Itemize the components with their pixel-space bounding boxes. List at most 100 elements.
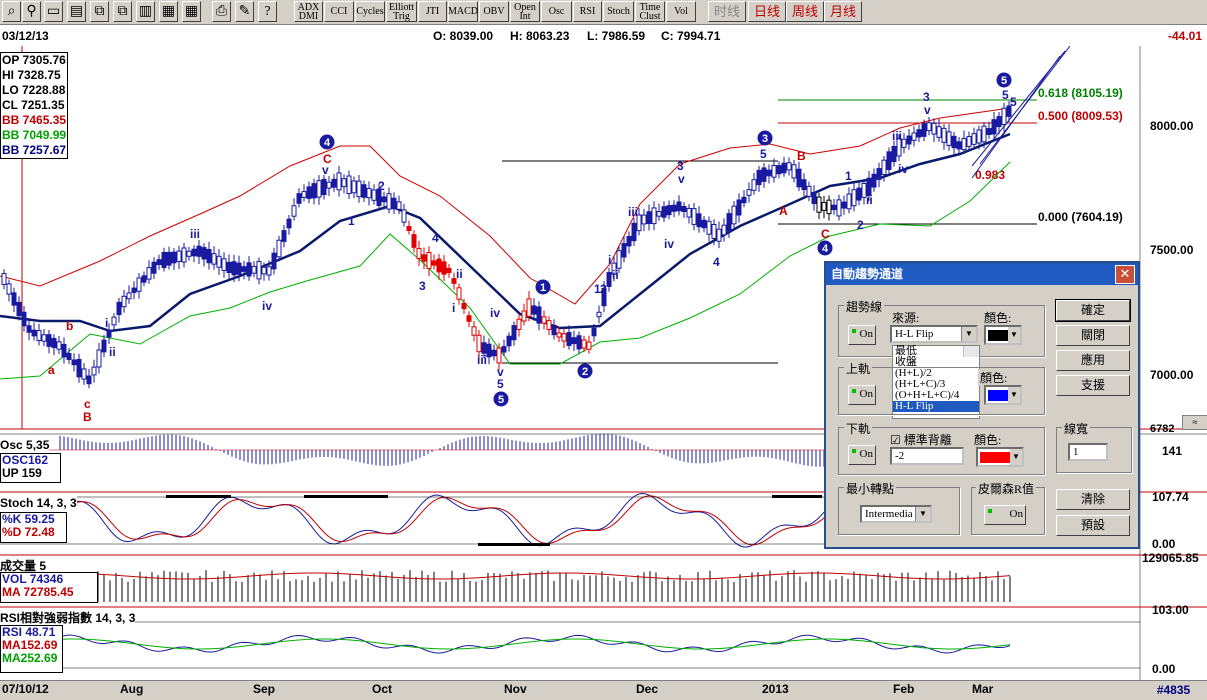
svg-text:iii: iii: [190, 227, 200, 241]
list-scrollbar[interactable]: [963, 346, 979, 357]
svg-text:v: v: [678, 172, 685, 186]
lower-group-label: 下軌: [844, 420, 873, 437]
indicator-button[interactable]: Open Int: [510, 1, 540, 22]
indicator-button[interactable]: Cycles: [355, 1, 385, 22]
indicator-button[interactable]: JTI: [418, 1, 447, 22]
clear-button[interactable]: 清除: [1056, 489, 1130, 510]
trend-color-picker[interactable]: ▼: [984, 325, 1022, 345]
axis-month: Mar: [972, 682, 994, 696]
list-item[interactable]: 收盤: [895, 356, 917, 368]
source-label: 來源:: [890, 309, 922, 326]
legend-open: OP 7305.76: [2, 53, 66, 67]
fib-000-label: 0.000 (7604.19): [1038, 210, 1123, 224]
new-chart-icon[interactable]: ▭: [44, 1, 63, 22]
ok-button[interactable]: 確定: [1055, 299, 1131, 322]
svg-text:3: 3: [677, 159, 684, 173]
list-item-selected[interactable]: H-L Flip: [893, 401, 979, 412]
close-button[interactable]: 關閉: [1056, 325, 1130, 346]
scale-icon[interactable]: ≈: [1182, 415, 1207, 430]
indicator-button[interactable]: Time Clust: [635, 1, 665, 22]
list-item[interactable]: (H+L+C)/3: [895, 378, 946, 390]
indicator-button[interactable]: OBV: [479, 1, 509, 22]
upper-on-toggle[interactable]: On: [848, 385, 876, 405]
apply-button[interactable]: 應用: [1056, 350, 1130, 371]
min-turn-label: 最小轉點: [844, 480, 897, 497]
std-dev-checkbox[interactable]: ☑ 標準背離: [890, 433, 952, 447]
min-turn-select[interactable]: Intermedia ▼: [860, 505, 932, 523]
list-item[interactable]: 最低: [895, 345, 917, 357]
pearson-on-toggle[interactable]: On: [984, 505, 1026, 525]
tile-icon[interactable]: ▥: [136, 1, 155, 22]
indicator-button[interactable]: Stoch: [603, 1, 634, 22]
trend-group-label: 趨勢線: [844, 298, 885, 315]
svg-text:2: 2: [600, 282, 607, 296]
settings-icon[interactable]: ✎: [235, 1, 254, 22]
list-item[interactable]: (O+H+L+C)/4: [895, 389, 960, 401]
stoch-title: Stoch 14, 3, 3: [0, 496, 77, 510]
window-copy-icon[interactable]: ⧉: [113, 1, 132, 22]
channel-line-3: [979, 45, 1071, 165]
svg-text:b: b: [66, 319, 73, 333]
wave-circle-3: [757, 130, 773, 146]
source-select[interactable]: H-L Flip ▼: [890, 325, 978, 343]
indicator-button[interactable]: RSI: [573, 1, 602, 22]
pearson-label: 皮爾森R值: [976, 480, 1037, 497]
svg-text:C: C: [323, 152, 332, 166]
upper-color-picker[interactable]: ▼: [984, 385, 1022, 405]
list-item[interactable]: (H+L)/2: [895, 367, 932, 379]
close-icon[interactable]: ✕: [1115, 265, 1135, 284]
svg-text:1: 1: [594, 282, 601, 296]
chart-area[interactable]: 8000.00 7500.00 7000.00 6782 0.618 (8105…: [0, 45, 1207, 680]
indicator-button[interactable]: ADX DMI: [294, 1, 323, 22]
search-icon[interactable]: ⚲: [22, 1, 41, 22]
std-dev-input[interactable]: -2: [890, 447, 964, 465]
channel-line-2: [971, 50, 1066, 167]
layout-icon[interactable]: ▦: [182, 1, 201, 22]
indicator-button[interactable]: Vol: [666, 1, 696, 22]
svg-text:5: 5: [498, 394, 504, 406]
grid-icon[interactable]: ▦: [159, 1, 178, 22]
chart-canvas[interactable]: 8000.00 7500.00 7000.00 6782 0.618 (8105…: [0, 45, 1207, 680]
default-button[interactable]: 預設: [1056, 515, 1130, 536]
svg-text:v: v: [497, 365, 504, 379]
period-week[interactable]: 周线: [786, 1, 824, 22]
indicator-button[interactable]: Elliott Trig: [386, 1, 417, 22]
bb-upper-band: [0, 107, 1011, 305]
indicator-button[interactable]: Osc: [541, 1, 572, 22]
source-dropdown-list[interactable]: 最低 收盤 (H+L)/2 (H+L+C)/3 (O+H+L+C)/4 H-L …: [892, 345, 980, 419]
print-icon[interactable]: ⎙: [212, 1, 231, 22]
rsi-legend: RSI 48.71 MA152.69 MA252.69: [0, 625, 63, 673]
legend-bb-upper: BB 7465.35: [2, 113, 67, 127]
period-hour[interactable]: 时线: [708, 1, 746, 22]
legend-bb-mid: BB 7257.67: [2, 143, 67, 157]
indicator-button[interactable]: CCI: [324, 1, 354, 22]
wave-circles: 4 3 5 1 2 5 4: [319, 72, 1012, 407]
period-month[interactable]: 月线: [824, 1, 862, 22]
indicator-button[interactable]: MACD: [448, 1, 478, 22]
axis-month: Nov: [504, 682, 527, 696]
svg-text:B: B: [797, 149, 806, 163]
period-day[interactable]: 日线: [748, 1, 786, 22]
svg-text:i: i: [452, 301, 455, 315]
svg-text:3: 3: [419, 279, 426, 293]
wave-circle-5-top: [996, 72, 1012, 88]
wave-circle-2: [577, 363, 593, 379]
window-icon[interactable]: ⧉: [90, 1, 109, 22]
low-value: L: 7986.59: [587, 29, 646, 43]
lower-on-toggle[interactable]: On: [848, 445, 876, 465]
help-icon[interactable]: ?: [258, 1, 277, 22]
support-button[interactable]: 支援: [1056, 375, 1130, 396]
lower-color-picker[interactable]: ▼: [976, 447, 1024, 467]
svg-text:B: B: [83, 410, 92, 424]
trend-on-toggle[interactable]: On: [848, 325, 876, 345]
upper-group-label: 上軌: [844, 360, 873, 377]
trend-color-label: 顏色:: [982, 309, 1014, 326]
line-width-input[interactable]: 1: [1068, 443, 1108, 461]
zoom-icon[interactable]: ⌕: [2, 1, 21, 22]
osc-up-value: UP 159: [2, 466, 42, 480]
svg-text:4: 4: [432, 231, 439, 245]
wave-circle-4: [319, 134, 335, 150]
document-icon[interactable]: ▤: [67, 1, 86, 22]
legend-low: LO 7228.88: [2, 83, 66, 97]
svg-text:3: 3: [923, 90, 930, 104]
